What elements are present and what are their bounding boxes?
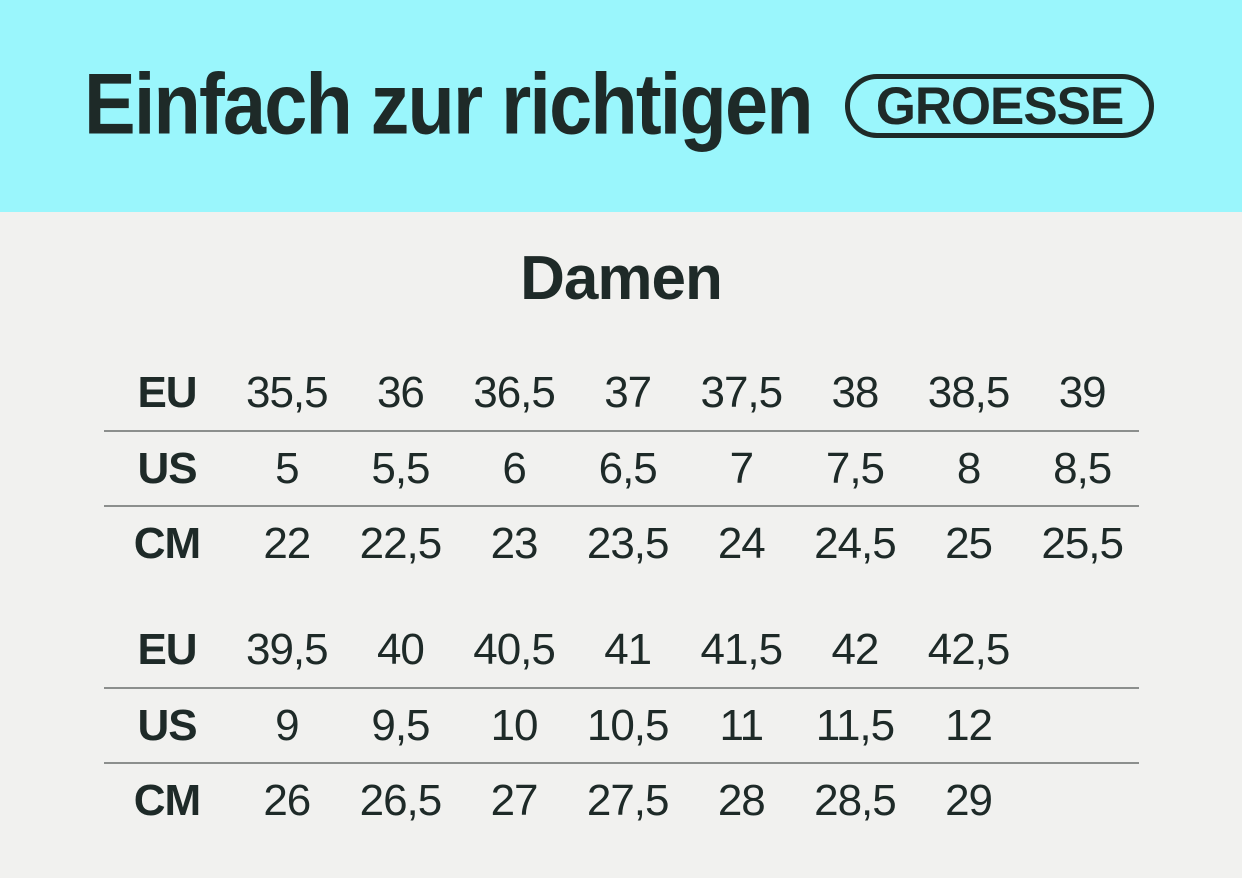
- size-value: 35,5: [245, 367, 329, 417]
- size-value: 37: [604, 367, 652, 417]
- size-value: 29: [945, 775, 993, 825]
- size-value: 37,5: [700, 367, 783, 417]
- size-value: 22: [263, 518, 311, 568]
- size-value: 40: [376, 624, 425, 674]
- size-value: 22,5: [359, 518, 443, 568]
- size-value: 39: [1058, 367, 1107, 417]
- size-value: 5,5: [371, 443, 430, 493]
- size-value: 24: [717, 518, 766, 568]
- header-banner: Einfach zur richtigen GROESSE: [0, 0, 1242, 212]
- size-value: 36,5: [473, 367, 556, 417]
- size-value: 39,5: [245, 624, 329, 674]
- table-row: US 5 5,5 6 6,5 7 7,5 8 8,5: [104, 430, 1139, 505]
- row-label: EU: [137, 367, 197, 417]
- size-value: 40,5: [473, 624, 556, 674]
- size-value: 41,5: [700, 624, 783, 674]
- size-group-2: EU 39,5 40 40,5 41 41,5 42 42,5 US 9 9,5 10 10,5 11 11…: [104, 612, 1139, 837]
- table-row: EU 35,5 36 36,5 37 37,5 38 38,5 39: [104, 355, 1139, 430]
- page-title: Einfach zur richtigen: [84, 56, 814, 153]
- row-label: US: [137, 443, 197, 493]
- size-value: 26,5: [359, 775, 443, 825]
- size-value: 11: [719, 700, 764, 750]
- size-group-1: EU 35,5 36 36,5 37 37,5 38 38,5 39 US 5 5,5 6 6,5 7 7,5…: [104, 355, 1139, 580]
- size-value: 27,5: [586, 775, 670, 825]
- size-value: 5: [275, 443, 299, 493]
- section-title: Damen: [520, 244, 723, 313]
- size-value: 6,5: [598, 443, 658, 493]
- size-value: 10,5: [586, 700, 670, 750]
- size-value: 10: [490, 700, 539, 750]
- row-label: CM: [133, 518, 201, 568]
- size-value: 38: [831, 367, 879, 417]
- size-value: 28: [717, 775, 766, 825]
- size-value: 9,5: [371, 700, 430, 750]
- groesse-badge-label: GROESSE: [875, 76, 1124, 136]
- size-value: 28,5: [814, 775, 897, 825]
- size-value: 38,5: [927, 367, 1011, 417]
- size-value: 8,5: [1053, 443, 1112, 493]
- size-chart-section: Damen EU 35,5 36 36,5 37 37,5 38 38,5 39 US 5 5,5 6 6…: [0, 212, 1242, 878]
- table-row: EU 39,5 40 40,5 41 41,5 42 42,5: [104, 612, 1139, 687]
- size-value: 36: [376, 367, 425, 417]
- size-value: 23: [490, 518, 539, 568]
- size-value: 25: [945, 518, 993, 568]
- size-value: 7: [729, 443, 754, 493]
- table-row: US 9 9,5 10 10,5 11 11,5 12: [104, 687, 1139, 762]
- size-value: 7,5: [825, 443, 885, 493]
- size-value: 24,5: [814, 518, 897, 568]
- groesse-badge: GROESSE: [845, 74, 1155, 138]
- size-table: EU 35,5 36 36,5 37 37,5 38 38,5 39 US 5 5,5 6 6,5 7 7,5…: [104, 355, 1139, 837]
- size-value: 42,5: [927, 624, 1011, 674]
- size-value: 27: [490, 775, 539, 825]
- size-value: 23,5: [586, 518, 670, 568]
- table-row: CM 26 26,5 27 27,5 28 28,5 29: [104, 762, 1139, 837]
- row-label: US: [137, 700, 197, 750]
- size-value: 42: [831, 624, 879, 674]
- row-label: CM: [133, 775, 201, 825]
- row-label: EU: [137, 624, 197, 674]
- size-value: 12: [945, 700, 993, 750]
- size-value: 41: [604, 624, 652, 674]
- size-value: 6: [502, 443, 526, 493]
- size-value: 9: [275, 700, 299, 750]
- size-value: 11,5: [815, 700, 895, 750]
- size-value: 25,5: [1041, 518, 1124, 568]
- size-value: 26: [263, 775, 311, 825]
- table-row: CM 22 22,5 23 23,5 24 24,5 25 25,5: [104, 505, 1139, 580]
- size-value: 8: [956, 443, 981, 493]
